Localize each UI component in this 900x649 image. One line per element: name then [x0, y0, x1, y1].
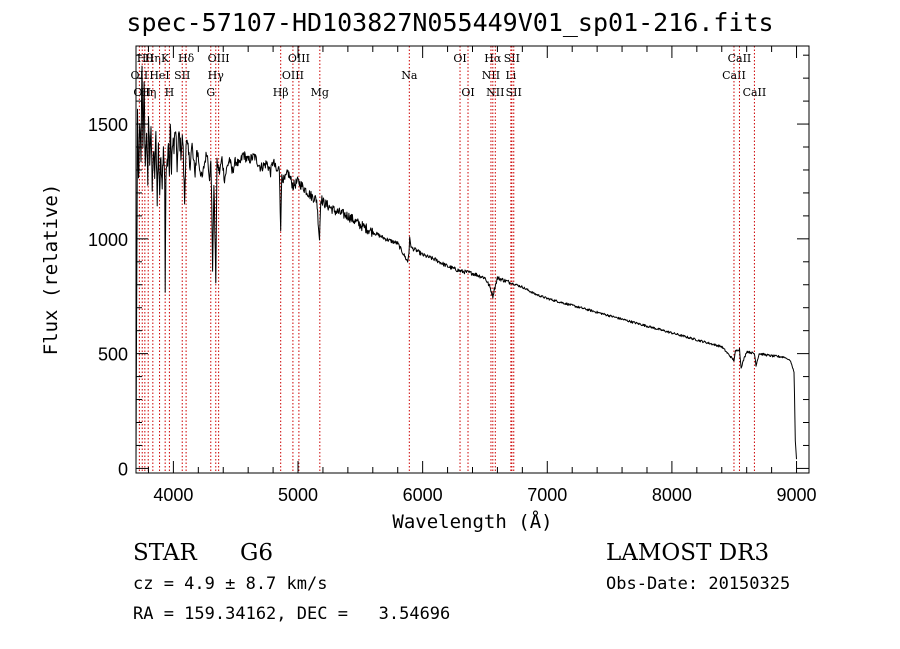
x-tick-label: 9000 [777, 485, 817, 505]
x-tick-label: 4000 [153, 485, 193, 505]
y-tick-label: 1000 [88, 230, 128, 250]
spectral-line-label: Hη [145, 52, 161, 65]
spectral-line-label: NII [482, 69, 500, 82]
spectral-line-label: OII [131, 69, 149, 82]
spectral-line-label: Hγ [208, 69, 225, 82]
spectral-line-label: NII [486, 86, 504, 99]
spectral-line-label: SII [504, 52, 520, 65]
survey-name: LAMOST DR3 [606, 540, 770, 566]
y-axis-label: Flux (relative) [40, 184, 62, 356]
spectral-line-label: HeI [149, 69, 169, 82]
spectral-line-label: Li [505, 69, 516, 82]
spectral-line-label: CaII [743, 86, 767, 99]
redshift-cz: cz = 4.9 ± 8.7 km/s [133, 574, 328, 594]
spectral-line-label: OI [461, 86, 474, 99]
spectral-line-label: CaII [728, 52, 752, 65]
object-class: STAR [133, 540, 197, 566]
axes-layer: 4000 5000 6000 7000 8000 9000 0 500 1000 1500 [88, 46, 817, 505]
spectral-line-label: CaII [722, 69, 746, 82]
observation-date: Obs-Date: 20150325 [606, 574, 791, 594]
x-tick-label: 6000 [403, 485, 443, 505]
x-tick-label: 5000 [278, 485, 318, 505]
chart-title: spec-57107-HD103827N055449V01_sp01-216.f… [126, 8, 774, 37]
object-subclass: G6 [240, 540, 274, 566]
spectral-line-label: Na [401, 69, 418, 82]
series-layer [135, 65, 797, 466]
y-tick-label: 500 [98, 345, 128, 365]
y-tick-label: 0 [118, 459, 128, 479]
spectral-line-label: Hδ [178, 52, 195, 65]
spectral-line-label: OIII [288, 52, 310, 65]
spectral-line-label: Hα [484, 52, 502, 65]
spectral-line-label: G [206, 86, 215, 99]
spectral-line-label: OIII [282, 69, 304, 82]
line-marker-layer: OIIOIIHθHηHηHeIKHSIIHδGHγOIIIHβOIIIOIIIM… [131, 46, 767, 473]
x-tick-label: 7000 [527, 485, 567, 505]
x-tick-label: 8000 [652, 485, 692, 505]
spectral-line-label: H [165, 86, 175, 99]
ra-dec-coordinates: RA = 159.34162, DEC = 3.54696 [133, 604, 451, 624]
spectral-line-label: Mg [311, 86, 329, 99]
x-axis-label: Wavelength (Å) [392, 510, 552, 533]
spectral-line-label: SII [506, 86, 522, 99]
spectral-line-label: K [161, 52, 170, 65]
spectral-line-label: Hβ [273, 86, 289, 99]
spectrum-line [135, 65, 797, 466]
y-tick-label: 1500 [88, 115, 128, 135]
plot-frame [135, 45, 810, 474]
spectral-line-label: SII [174, 69, 190, 82]
spectral-line-label: OI [453, 52, 466, 65]
spectral-line-label: OIII [208, 52, 230, 65]
